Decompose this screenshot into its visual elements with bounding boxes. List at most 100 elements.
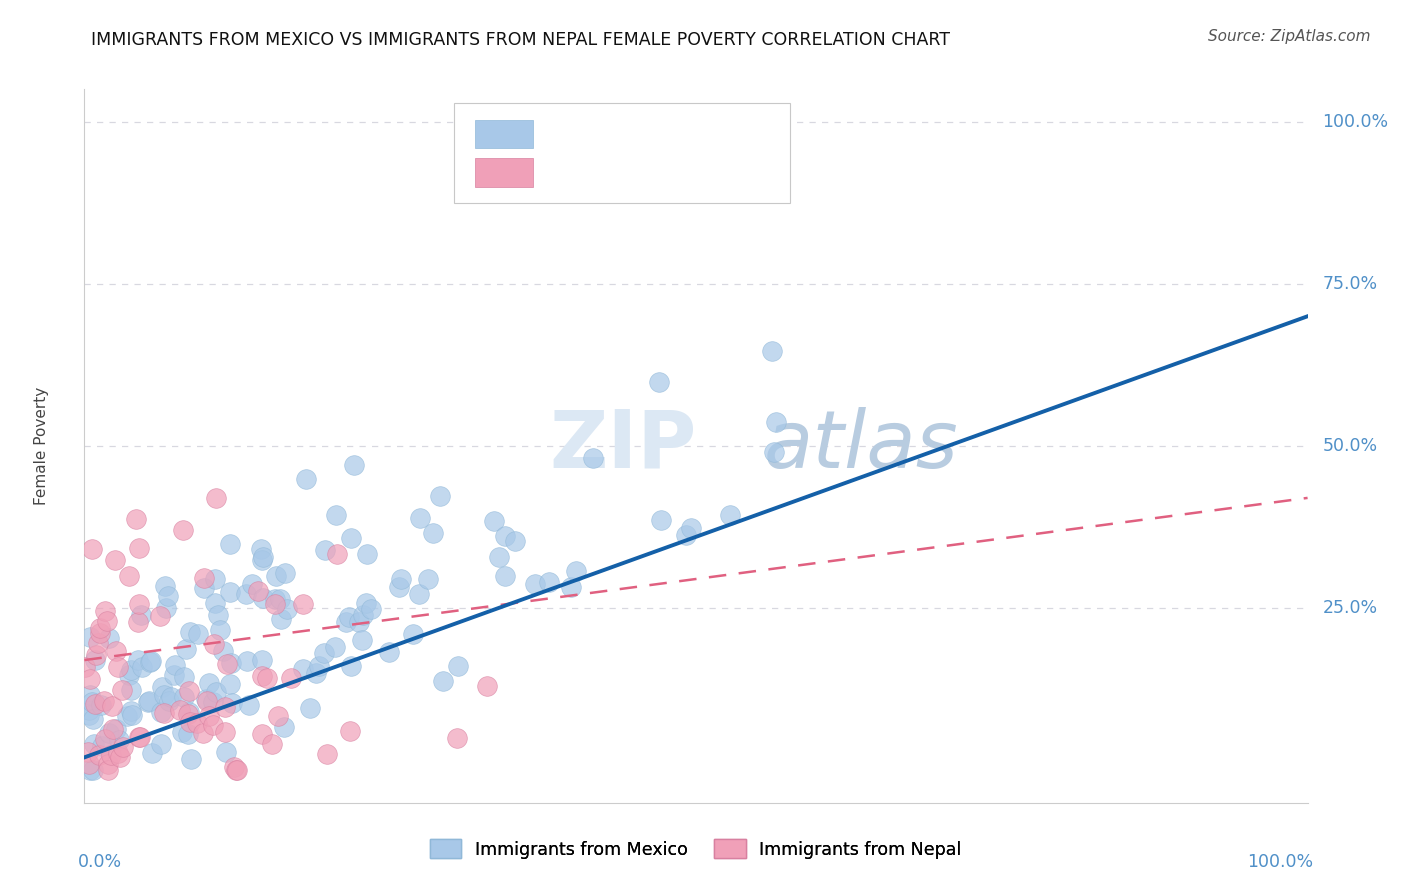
Point bbox=[352, 608, 374, 623]
Point bbox=[389, 573, 412, 587]
Point bbox=[350, 633, 373, 648]
Point bbox=[93, 604, 115, 618]
Point bbox=[207, 607, 229, 622]
Point bbox=[163, 668, 186, 682]
Point bbox=[121, 708, 143, 723]
Point bbox=[87, 636, 110, 650]
Point bbox=[274, 566, 297, 581]
Text: Female Poverty: Female Poverty bbox=[34, 387, 49, 505]
Point bbox=[215, 745, 238, 759]
Point bbox=[280, 671, 302, 685]
Point bbox=[356, 547, 378, 561]
Point bbox=[193, 581, 215, 595]
Point bbox=[276, 602, 298, 616]
Text: N = 69: N = 69 bbox=[668, 164, 731, 182]
Point bbox=[292, 662, 315, 676]
Point bbox=[560, 580, 582, 594]
Point bbox=[202, 718, 225, 732]
Point bbox=[89, 626, 111, 640]
Point bbox=[378, 645, 401, 659]
Point bbox=[90, 739, 112, 754]
Point bbox=[343, 458, 366, 472]
Point bbox=[197, 709, 219, 723]
Point bbox=[650, 513, 672, 527]
Point bbox=[197, 693, 219, 707]
Point bbox=[202, 638, 225, 652]
Point bbox=[222, 760, 245, 774]
Point bbox=[266, 709, 288, 723]
Point bbox=[173, 670, 195, 684]
Point bbox=[218, 536, 240, 550]
Text: ZIP: ZIP bbox=[550, 407, 696, 485]
Text: R = 0.686: R = 0.686 bbox=[548, 125, 638, 143]
Point bbox=[482, 514, 505, 528]
Point bbox=[763, 445, 786, 459]
Point bbox=[247, 584, 270, 599]
Text: 50.0%: 50.0% bbox=[1322, 437, 1378, 455]
Point bbox=[582, 450, 605, 465]
Point bbox=[252, 591, 274, 605]
Point bbox=[115, 708, 138, 723]
Point bbox=[219, 584, 242, 599]
Point bbox=[422, 525, 444, 540]
Point bbox=[107, 660, 129, 674]
Text: R = 0.238: R = 0.238 bbox=[548, 164, 638, 182]
Point bbox=[238, 698, 260, 713]
Text: 100.0%: 100.0% bbox=[1322, 112, 1388, 130]
Point bbox=[195, 691, 218, 706]
Point bbox=[120, 682, 142, 697]
Point bbox=[149, 608, 172, 623]
Point bbox=[339, 659, 361, 673]
Point bbox=[77, 707, 100, 722]
Point bbox=[77, 756, 100, 771]
Point bbox=[432, 674, 454, 689]
Point bbox=[110, 749, 132, 764]
Point bbox=[298, 701, 321, 715]
Point bbox=[208, 623, 231, 637]
Point bbox=[488, 550, 510, 565]
Point bbox=[325, 508, 347, 523]
Point bbox=[73, 660, 96, 674]
Point bbox=[173, 690, 195, 704]
Point bbox=[97, 756, 120, 771]
Point bbox=[127, 653, 149, 667]
Point bbox=[107, 746, 129, 760]
Point bbox=[675, 527, 697, 541]
Point bbox=[250, 727, 273, 741]
Point bbox=[240, 576, 263, 591]
Point bbox=[312, 646, 335, 660]
Point bbox=[165, 657, 187, 672]
Point bbox=[402, 627, 425, 641]
Point bbox=[159, 693, 181, 707]
Point bbox=[204, 596, 226, 610]
Point bbox=[152, 688, 174, 702]
Point bbox=[360, 601, 382, 615]
Text: N = 131: N = 131 bbox=[668, 125, 742, 143]
Point bbox=[252, 549, 274, 564]
Point bbox=[155, 600, 177, 615]
Point bbox=[537, 574, 560, 589]
Point bbox=[494, 568, 516, 582]
Point bbox=[214, 725, 236, 739]
Text: Source: ZipAtlas.com: Source: ZipAtlas.com bbox=[1208, 29, 1371, 44]
Point bbox=[250, 553, 273, 567]
Point bbox=[80, 542, 103, 557]
Point bbox=[155, 579, 177, 593]
Point bbox=[718, 508, 741, 522]
Point bbox=[177, 727, 200, 741]
Point bbox=[270, 612, 292, 626]
Point bbox=[262, 737, 284, 751]
Point bbox=[149, 705, 172, 719]
Point bbox=[264, 569, 287, 583]
Point bbox=[765, 416, 787, 430]
Point bbox=[447, 659, 470, 673]
Point bbox=[94, 731, 117, 746]
Point bbox=[111, 683, 134, 698]
Point bbox=[416, 572, 439, 586]
Point bbox=[90, 698, 112, 712]
Point bbox=[204, 572, 226, 586]
Point bbox=[179, 714, 201, 729]
Point bbox=[193, 571, 215, 585]
Text: 25.0%: 25.0% bbox=[1322, 599, 1378, 617]
Text: atlas: atlas bbox=[763, 407, 957, 485]
